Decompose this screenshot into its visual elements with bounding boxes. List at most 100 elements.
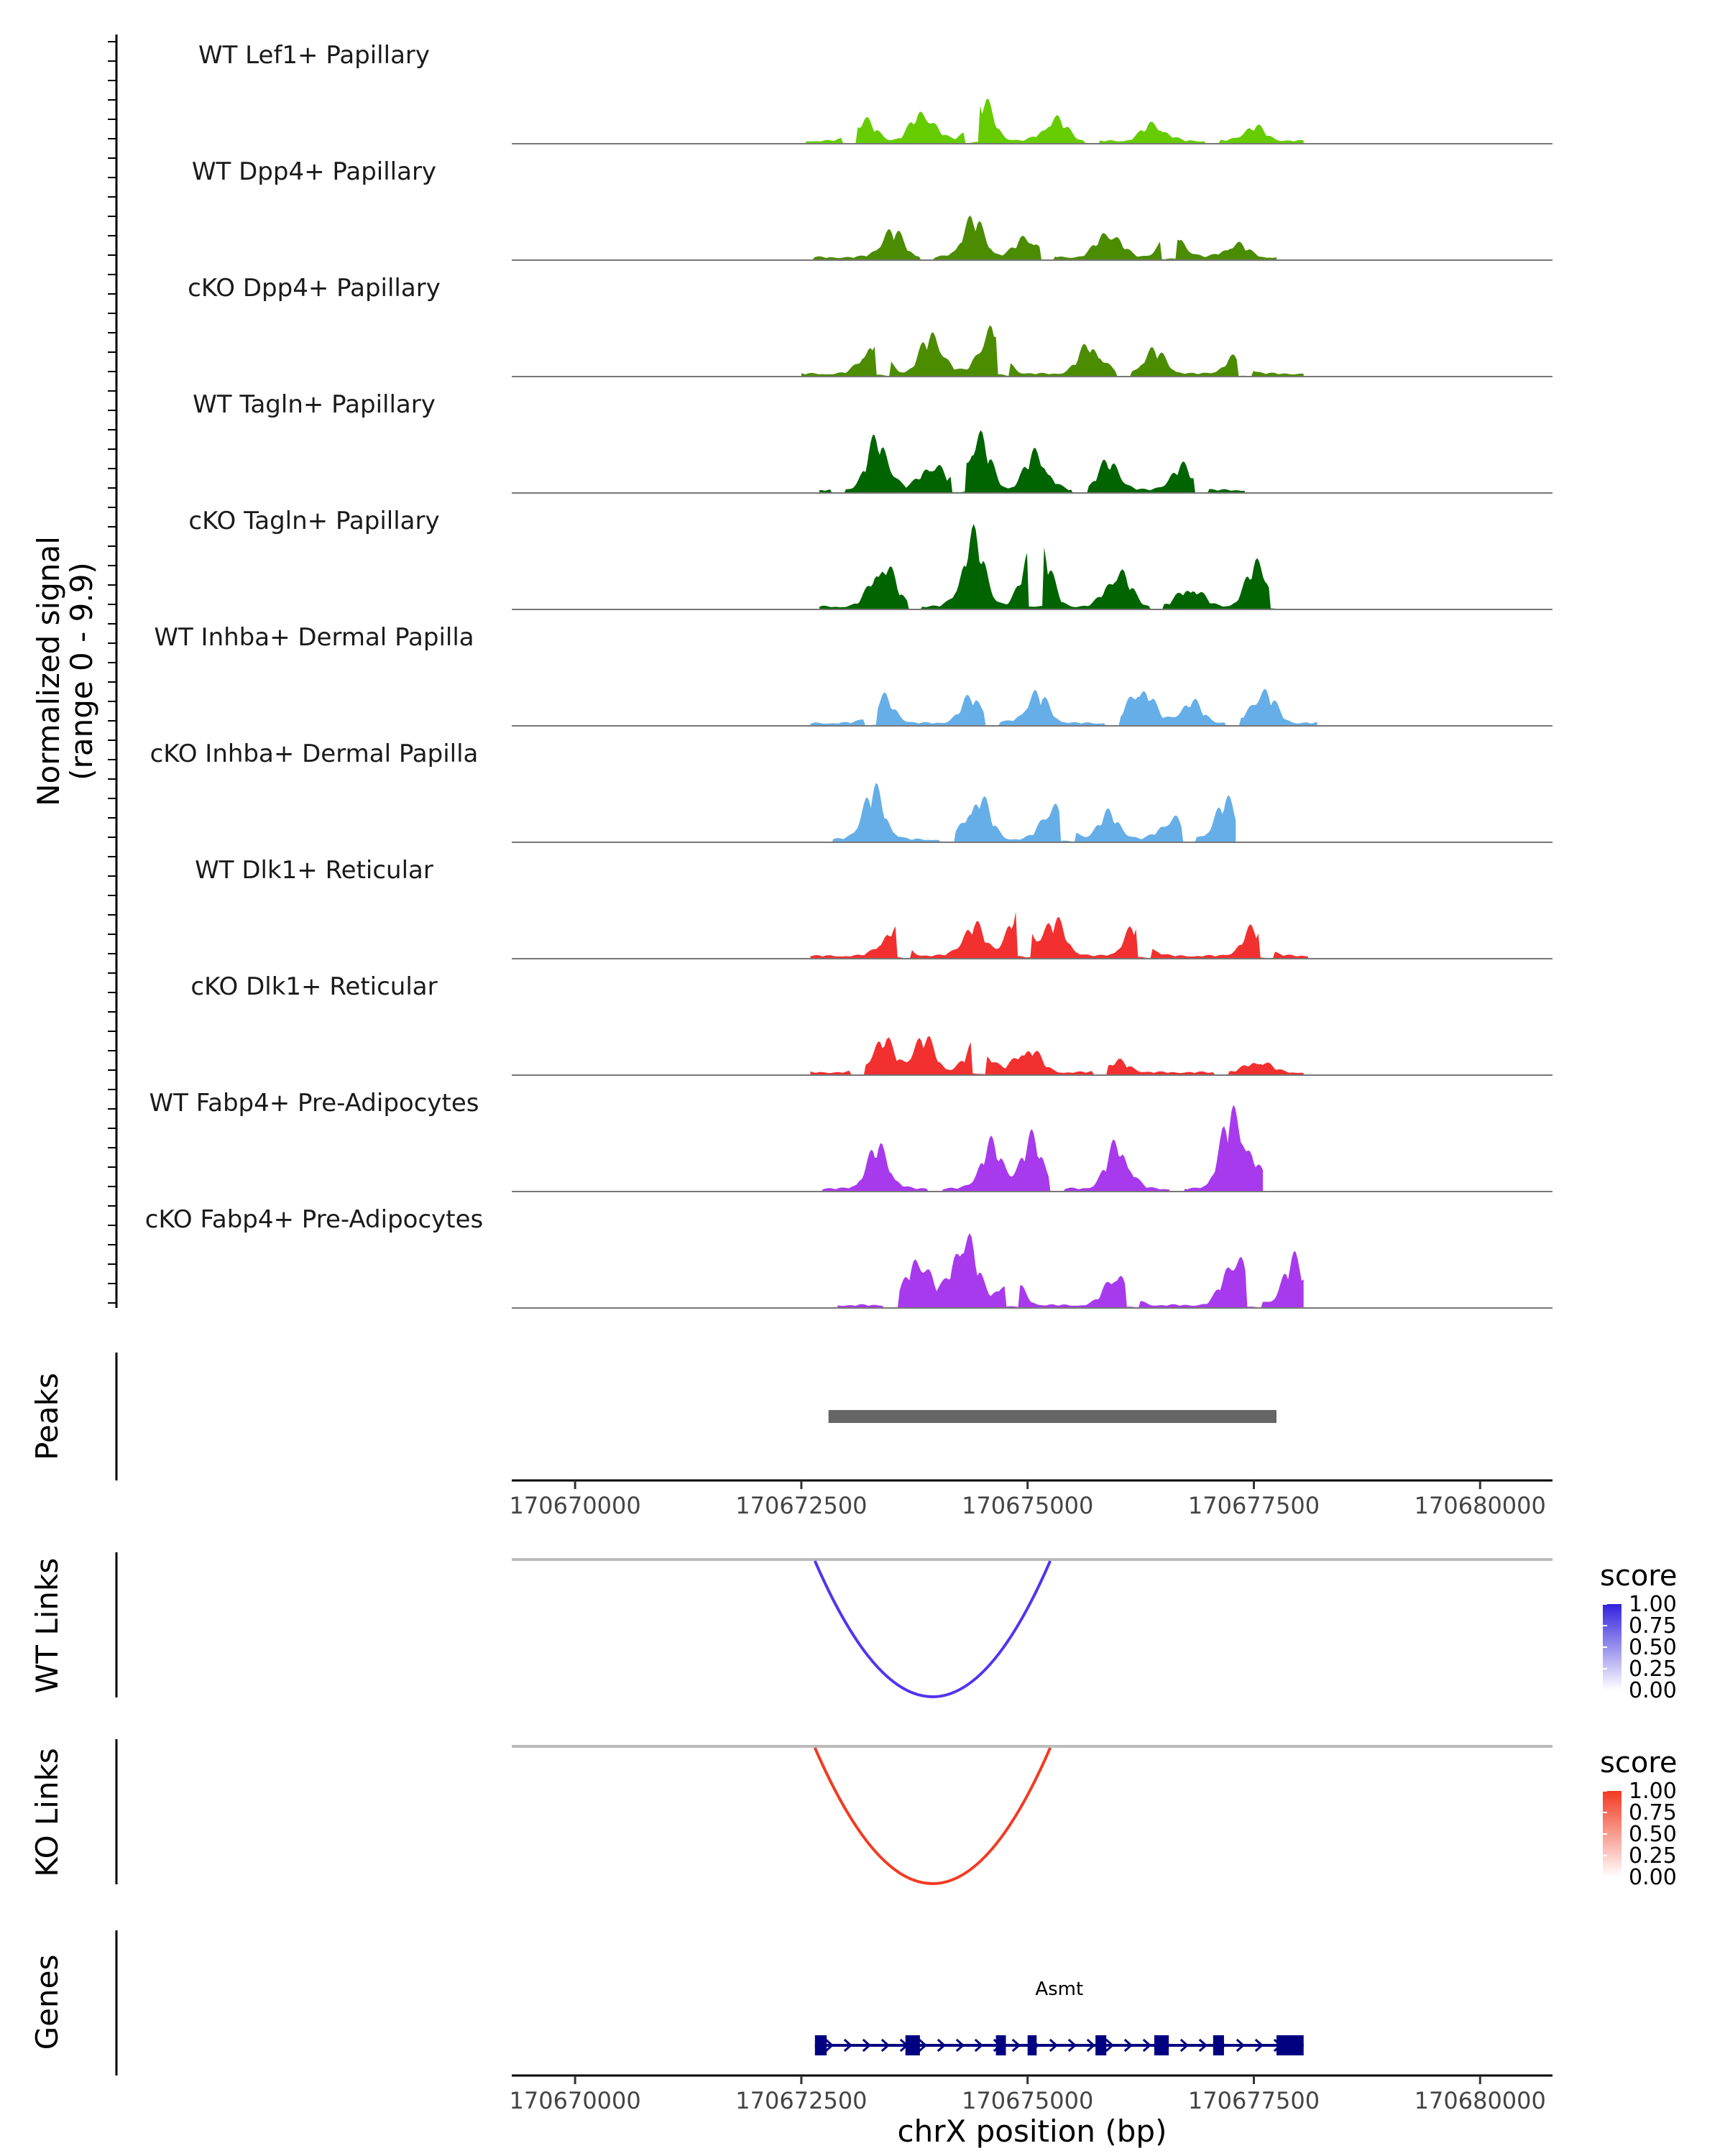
track-cko-dlk1-reticular: cKO Dlk1+ Reticular	[190, 972, 1552, 1076]
track-wt-inhba-dermal-papilla: WT Inhba+ Dermal Papilla	[154, 623, 1552, 727]
strand-arrow	[880, 2038, 891, 2053]
x-axis-title: chrX position (bp)	[898, 2114, 1167, 2149]
x-tick-label: 170680000	[1414, 2087, 1546, 2114]
strand-arrow	[1049, 2038, 1059, 2053]
coverage-area-cko-dpp4-papillary	[801, 325, 1304, 377]
strand-arrow	[1142, 2038, 1152, 2053]
peaks-track: Peaks	[29, 1353, 1276, 1480]
legend-tick-label: 0.50	[1629, 1822, 1677, 1847]
ko-legend-title: score	[1600, 1746, 1677, 1779]
legend-tick-label: 0.00	[1629, 1678, 1677, 1703]
wt-link-arc	[813, 1560, 1052, 1698]
legend-tick-label: 0.25	[1629, 1657, 1677, 1682]
strand-arrow	[937, 2038, 947, 2053]
legend-tick-label: 0.75	[1629, 1800, 1677, 1825]
gene-exon	[1276, 2035, 1304, 2055]
strand-arrow	[1011, 2038, 1021, 2053]
strand-arrow	[824, 2038, 834, 2053]
gene-exon	[1213, 2035, 1224, 2055]
gene-exon	[1154, 2035, 1169, 2055]
coverage-tracks: WT Lef1+ Papillary WT Dpp4+ Papillary cKO …	[145, 41, 1552, 1309]
legend-tick-label: 0.50	[1629, 1635, 1677, 1660]
legend-tick-label: 0.00	[1629, 1865, 1677, 1890]
track-label-wt-tagln-papillary: WT Tagln+ Papillary	[193, 390, 436, 419]
coverage-area-wt-lef1-papillary	[806, 98, 1304, 144]
coverage-area-wt-dpp4-papillary	[810, 215, 1276, 260]
coverage-area-wt-tagln-papillary	[819, 430, 1245, 493]
gene-exon	[905, 2035, 920, 2055]
gene-exon	[1027, 2035, 1037, 2055]
x-axis-bottom: 170670000 170672500 170675000 170677500 1706…	[510, 2074, 1552, 2114]
track-label-cko-tagln-papillary: cKO Tagln+ Papillary	[188, 507, 439, 535]
ko-score-legend: score 1.000.750.500.250.00	[1600, 1746, 1677, 1890]
strand-arrow	[862, 2038, 872, 2053]
wt-legend-title: score	[1600, 1560, 1677, 1593]
track-wt-dpp4-papillary: WT Dpp4+ Papillary	[192, 157, 1552, 261]
ko-link-arc	[813, 1747, 1052, 1885]
x-tick-label: 170670000	[510, 2087, 641, 2114]
track-cko-dpp4-papillary: cKO Dpp4+ Papillary	[188, 274, 1552, 377]
strand-arrow	[918, 2038, 928, 2053]
strand-arrow	[843, 2038, 853, 2053]
legend-tick-label: 1.00	[1629, 1592, 1677, 1617]
track-label-wt-fabp4-pre-adipocytes: WT Fabp4+ Pre-Adipocytes	[150, 1089, 479, 1118]
strand-arrow	[1086, 2038, 1096, 2053]
strand-arrow	[1067, 2038, 1077, 2053]
strand-arrow	[1254, 2038, 1264, 2053]
track-wt-fabp4-pre-adipocytes: WT Fabp4+ Pre-Adipocytes	[150, 1089, 1552, 1192]
ko-links-ylabel: KO Links	[29, 1748, 65, 1877]
strand-arrow	[1198, 2038, 1208, 2053]
track-wt-tagln-papillary: WT Tagln+ Papillary	[193, 390, 1552, 494]
x-tick-label: 170675000	[962, 1492, 1093, 1519]
x-tick-label: 170672500	[735, 1492, 867, 1519]
x-tick-label: 170672500	[735, 2087, 867, 2114]
track-label-cko-inhba-dermal-papilla: cKO Inhba+ Dermal Papilla	[150, 740, 479, 768]
track-label-cko-dlk1-reticular: cKO Dlk1+ Reticular	[190, 972, 437, 1001]
coverage-ylabel-line2: (range 0 - 9.9)	[64, 562, 99, 780]
gene-label-asmt: Asmt	[1035, 1978, 1083, 2000]
gene-model-asmt	[814, 2035, 1304, 2055]
x-tick-label: 170680000	[1414, 1492, 1546, 1519]
strand-arrow	[1179, 2038, 1190, 2053]
coverage-area-cko-inhba-dermal-papilla	[828, 783, 1236, 842]
coverage-area-cko-fabp4-pre-adipocytes	[837, 1233, 1304, 1308]
wt-links-track: WT Links	[29, 1552, 1552, 1698]
x-axis-top: 170670000 170672500 170675000 170677500 1706…	[510, 1479, 1552, 1519]
coverage-area-wt-fabp4-pre-adipocytes	[819, 1105, 1264, 1192]
legend-tick-label: 0.25	[1629, 1843, 1677, 1869]
track-cko-tagln-papillary: cKO Tagln+ Papillary	[188, 507, 1552, 610]
track-label-wt-dlk1-reticular: WT Dlk1+ Reticular	[195, 856, 433, 885]
coverage-ylabel-line1: Normalized signal	[31, 536, 66, 806]
track-label-wt-lef1-papillary: WT Lef1+ Papillary	[198, 41, 430, 70]
strand-arrow	[1105, 2038, 1115, 2053]
x-tick-label: 170675000	[962, 2087, 1093, 2114]
track-label-wt-inhba-dermal-papilla: WT Inhba+ Dermal Papilla	[154, 623, 474, 652]
gene-exon	[1095, 2035, 1107, 2055]
track-label-cko-fabp4-pre-adipocytes: cKO Fabp4+ Pre-Adipocytes	[145, 1205, 484, 1234]
ko-links-track: KO Links	[29, 1739, 1552, 1885]
gene-exon	[995, 2035, 1006, 2055]
x-tick-label: 170677500	[1188, 1492, 1320, 1519]
genes-track: Genes Asmt	[29, 1930, 1304, 2076]
peak-interval	[828, 1410, 1276, 1423]
x-tick-label: 170677500	[1188, 2087, 1320, 2114]
genes-ylabel: Genes	[29, 1955, 65, 2050]
coverage-area-cko-tagln-papillary	[819, 524, 1276, 609]
legend-tick-label: 1.00	[1629, 1779, 1677, 1804]
wt-links-ylabel: WT Links	[29, 1558, 65, 1693]
x-tick-label: 170670000	[510, 1492, 641, 1519]
coverage-area-wt-dlk1-reticular	[810, 911, 1308, 959]
strand-arrow	[974, 2038, 984, 2053]
strand-arrow	[1236, 2038, 1246, 2053]
gene-exon	[814, 2035, 827, 2055]
coverage-y-axis	[108, 34, 118, 1308]
track-cko-fabp4-pre-adipocytes: cKO Fabp4+ Pre-Adipocytes	[145, 1205, 1552, 1309]
wt-score-legend: score 1.000.750.500.250.00	[1600, 1560, 1677, 1703]
track-label-wt-dpp4-papillary: WT Dpp4+ Papillary	[192, 157, 436, 186]
legend-tick-label: 0.75	[1629, 1613, 1677, 1639]
coverage-area-wt-inhba-dermal-papilla	[810, 688, 1317, 726]
coverage-area-cko-dlk1-reticular	[810, 1036, 1304, 1075]
track-cko-inhba-dermal-papilla: cKO Inhba+ Dermal Papilla	[150, 740, 1552, 843]
track-label-cko-dpp4-papillary: cKO Dpp4+ Papillary	[188, 274, 441, 303]
